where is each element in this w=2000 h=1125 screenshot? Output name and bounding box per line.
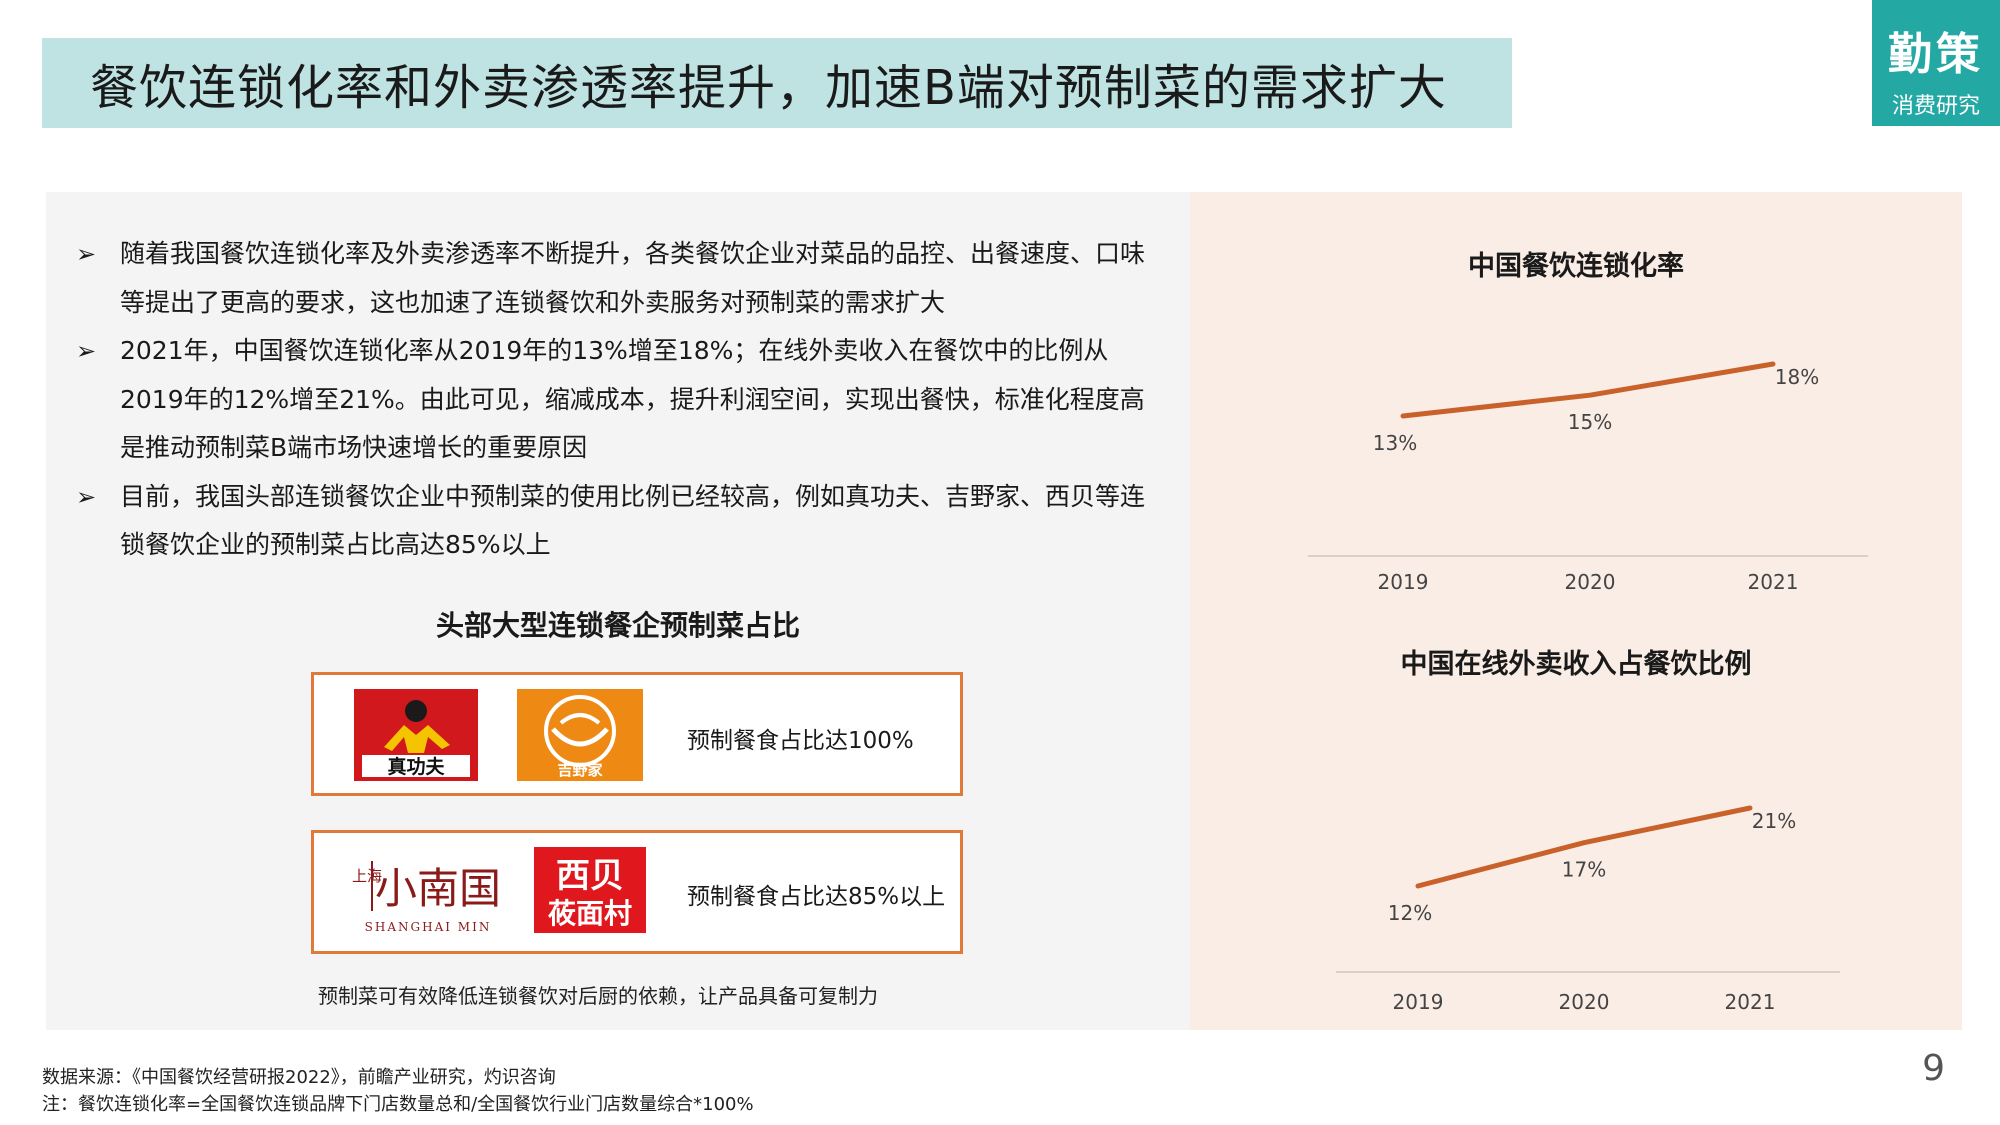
section-title: 头部大型连锁餐企预制菜占比 (435, 609, 800, 642)
svg-text:上海: 上海 (352, 867, 382, 885)
page-number: 9 (1922, 1048, 1945, 1089)
arrow-bullet-icon: ➢ (76, 482, 97, 511)
svg-text:小南国: 小南国 (375, 864, 501, 913)
bullet-text: 2021年，中国餐饮连锁化率从2019年的13%增至18%；在线外卖收入在餐饮中… (120, 336, 1145, 462)
bullet-text: 随着我国餐饮连锁化率及外卖渗透率不断提升，各类餐饮企业对菜品的品控、出餐速度、口… (120, 239, 1146, 317)
x-tick-label: 2019 (1378, 570, 1429, 594)
svg-text:莜面村: 莜面村 (548, 897, 632, 930)
svg-text:西贝: 西贝 (556, 856, 624, 896)
bullet-text: 目前，我国头部连锁餐饮企业中预制菜的使用比例已经较高，例如真功夫、吉野家、西贝等… (120, 481, 1146, 560)
bullet-item: ➢ 随着我国餐饮连锁化率及外卖渗透率不断提升，各类餐饮企业对菜品的品控、出餐速度… (76, 230, 1166, 327)
svg-text:SHANGHAI MIN: SHANGHAI MIN (365, 920, 492, 934)
bullet-list: ➢ 随着我国餐饮连锁化率及外卖渗透率不断提升，各类餐饮企业对菜品的品控、出餐速度… (76, 230, 1166, 570)
data-label: 17% (1562, 858, 1606, 882)
svg-text:真功夫: 真功夫 (387, 755, 445, 778)
bullet-item: ➢ 2021年，中国餐饮连锁化率从2019年的13%增至18%；在线外卖收入在餐… (76, 327, 1166, 473)
data-label: 12% (1388, 901, 1432, 925)
logo-group-85: 上海 小南国 SHANGHAI MIN 西贝 莜面村 预制餐食占比达85%以上 (311, 830, 963, 954)
data-source: 数据来源：《中国餐饮经营研报2022》，前瞻产业研究，灼识咨询 (42, 1067, 556, 1088)
x-tick-label: 2020 (1559, 990, 1610, 1014)
arrow-bullet-icon: ➢ (76, 240, 97, 268)
page-title: 餐饮连锁化率和外卖渗透率提升，加速B端对预制菜的需求扩大 (90, 60, 1447, 116)
data-label: 13% (1373, 431, 1417, 455)
data-label: 15% (1568, 410, 1612, 434)
chain-rate-chart: 中国餐饮连锁化率 13% 15% 18% 2019 2020 2021 (1190, 192, 1962, 612)
left-panel: ➢ 随着我国餐饮连锁化率及外卖渗透率不断提升，各类餐饮企业对菜品的品控、出餐速度… (46, 192, 1190, 1030)
formula-note: 注：餐饮连锁化率=全国餐饮连锁品牌下门店数量总和/全国餐饮行业门店数量综合*10… (42, 1094, 754, 1115)
chart-svg: 13% 15% 18% 2019 2020 2021 (1308, 361, 1868, 594)
chart-title: 中国餐饮连锁化率 (1468, 251, 1684, 282)
delivery-ratio-chart: 中国在线外卖收入占餐饮比例 12% 17% 21% 2019 2020 2021 (1190, 612, 1962, 1030)
brand-logo: 勤策 消费研究 (1872, 0, 2000, 126)
bullet-item: ➢ 目前，我国头部连锁餐饮企业中预制菜的使用比例已经较高，例如真功夫、吉野家、西… (76, 473, 1166, 570)
section-footnote: 预制菜可有效降低连锁餐饮对后厨的依赖，让产品具备可复制力 (318, 984, 878, 1008)
title-bar: 餐饮连锁化率和外卖渗透率提升，加速B端对预制菜的需求扩大 (42, 38, 1512, 128)
series-line (1400, 361, 1776, 419)
arrow-bullet-icon: ➢ (76, 337, 97, 365)
x-tick-label: 2019 (1393, 990, 1444, 1014)
data-label: 21% (1752, 809, 1796, 833)
svg-text:吉野家: 吉野家 (557, 761, 602, 779)
xibei-logo: 西贝 莜面村 (534, 847, 646, 933)
x-tick-label: 2021 (1748, 570, 1799, 594)
data-label: 18% (1775, 365, 1819, 389)
x-tick-label: 2020 (1565, 570, 1616, 594)
yoshinoya-logo: 吉野家 (517, 689, 643, 781)
chart-title: 中国在线外卖收入占餐饮比例 (1400, 649, 1752, 680)
series-line (1415, 805, 1753, 889)
logo-group-100: 真功夫 吉野家 预制餐食占比达100% (311, 672, 963, 796)
xiaonanguo-logo: 上海 小南国 SHANGHAI MIN (338, 847, 508, 939)
percentage-text-85: 预制餐食占比达85%以上 (687, 884, 946, 910)
x-tick-label: 2021 (1725, 990, 1776, 1014)
zhengongfu-logo: 真功夫 (354, 689, 478, 781)
right-panel: 中国餐饮连锁化率 13% 15% 18% 2019 2020 2021 中国在线外卖收入占… (1190, 192, 1962, 1030)
chart-svg: 12% 17% 21% 2019 2020 2021 (1336, 805, 1840, 1014)
brand-subtitle: 消费研究 (1891, 94, 1980, 119)
percentage-text-100: 预制餐食占比达100% (687, 728, 914, 754)
brand-name: 勤策 (1888, 29, 1984, 80)
